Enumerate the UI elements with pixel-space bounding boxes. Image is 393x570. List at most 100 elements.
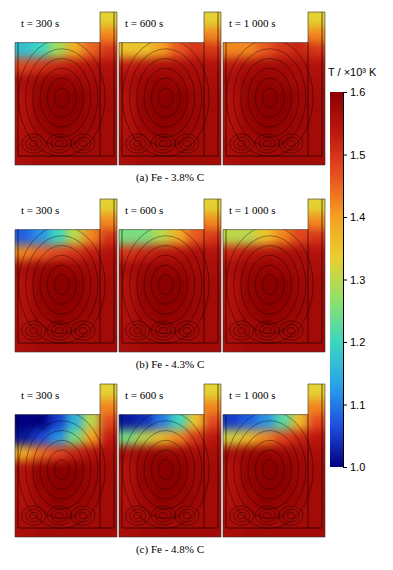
cell — [66, 337, 84, 353]
streamline — [234, 137, 250, 150]
cell — [204, 58, 222, 74]
streamline — [159, 140, 167, 146]
streamline — [55, 88, 69, 108]
tick: 1.1 — [343, 399, 365, 411]
cell — [240, 415, 258, 431]
cell — [15, 476, 33, 492]
domain-outline — [223, 199, 325, 352]
streamline — [175, 134, 199, 153]
streamline — [122, 226, 209, 344]
cell — [49, 522, 67, 538]
streamline — [226, 226, 313, 344]
streamline — [183, 512, 191, 518]
streamline — [22, 134, 46, 153]
temperature-field — [223, 199, 326, 353]
cell — [291, 104, 309, 120]
cell — [308, 321, 326, 337]
cell — [223, 150, 241, 166]
cell — [66, 445, 84, 461]
streamline — [55, 460, 69, 480]
figure: t = 300 st = 600 st = 1 000 s(a) Fe - 3.… — [0, 0, 393, 570]
cell — [170, 89, 188, 105]
cell — [119, 104, 137, 120]
domain-outline — [119, 384, 221, 537]
cell — [100, 230, 118, 246]
cell — [204, 321, 222, 337]
cell — [119, 260, 137, 276]
cell — [66, 430, 84, 446]
streamline — [179, 137, 195, 150]
mould-wall — [226, 199, 322, 343]
cell — [49, 73, 67, 89]
cell — [66, 461, 84, 477]
streamline — [130, 236, 202, 334]
cell — [308, 384, 326, 400]
streamline — [130, 324, 146, 337]
cell — [187, 476, 205, 492]
streamline — [55, 275, 69, 295]
cell — [187, 119, 205, 135]
cell — [49, 150, 67, 166]
cell — [274, 445, 292, 461]
cell — [274, 150, 292, 166]
cell — [308, 12, 326, 28]
streamline — [175, 321, 199, 340]
streamline — [51, 324, 67, 337]
domain-outline — [119, 12, 221, 165]
cell — [223, 73, 241, 89]
cell — [291, 291, 309, 307]
cell — [274, 245, 292, 261]
temperature-field — [15, 199, 118, 353]
cell — [204, 134, 222, 150]
streamline — [155, 509, 171, 522]
streamline — [287, 512, 295, 518]
tick-label: 1.4 — [350, 211, 365, 223]
cell — [119, 445, 137, 461]
streamline — [18, 411, 105, 529]
cell — [15, 89, 33, 105]
tick-mark — [343, 92, 347, 93]
cell — [136, 43, 154, 59]
streamline — [22, 321, 46, 340]
cell — [204, 245, 222, 261]
panel-title: t = 600 s — [125, 204, 163, 216]
cell — [187, 337, 205, 353]
cell — [32, 58, 50, 74]
panel: t = 1 000 s — [223, 199, 326, 353]
cell — [223, 89, 241, 105]
cell — [204, 522, 222, 538]
streamline — [151, 265, 180, 304]
cell — [32, 230, 50, 246]
mould-wall — [226, 384, 322, 528]
cell — [32, 337, 50, 353]
mould-wall — [122, 199, 218, 343]
mould-wall — [18, 199, 114, 343]
cell — [187, 306, 205, 322]
streamline — [241, 431, 299, 509]
cell — [83, 522, 101, 538]
streamline — [230, 321, 254, 340]
cell — [83, 119, 101, 135]
panel: t = 300 s — [15, 384, 118, 538]
cell — [308, 506, 326, 522]
cell — [49, 260, 67, 276]
cell — [187, 245, 205, 261]
cell — [100, 27, 118, 43]
cell — [308, 276, 326, 292]
cell — [100, 306, 118, 322]
cell — [100, 199, 118, 215]
streamline — [255, 321, 279, 340]
cell — [204, 337, 222, 353]
streamline — [255, 134, 279, 153]
streamline — [47, 265, 76, 304]
cell — [274, 276, 292, 292]
cell — [240, 58, 258, 74]
cell — [15, 461, 33, 477]
cell — [136, 119, 154, 135]
cell — [223, 43, 241, 59]
cell — [291, 415, 309, 431]
cell — [308, 27, 326, 43]
cell — [204, 491, 222, 507]
panel: t = 600 s — [119, 384, 222, 538]
cell — [274, 522, 292, 538]
